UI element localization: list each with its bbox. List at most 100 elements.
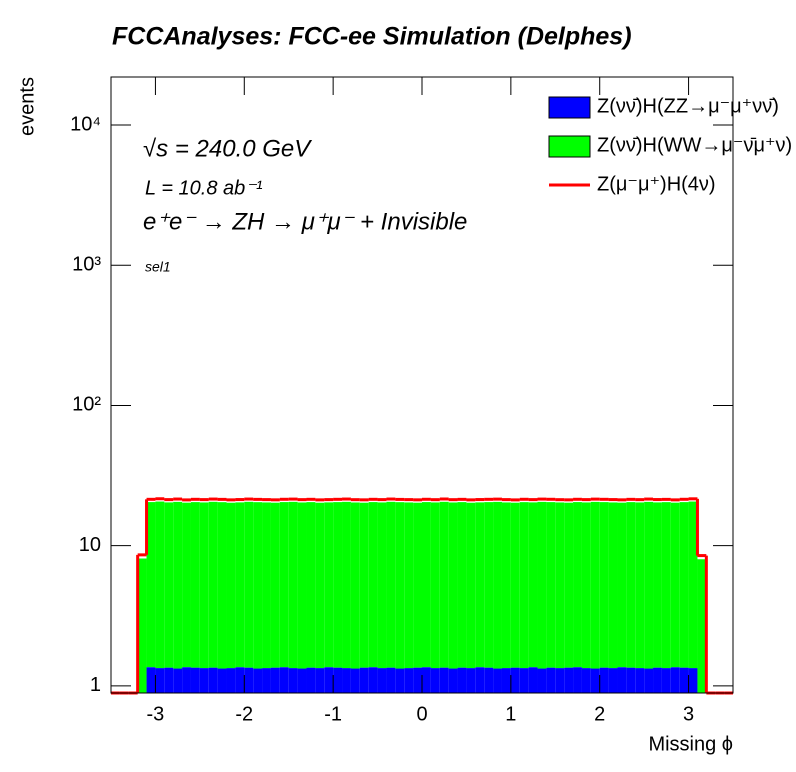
histogram-bar xyxy=(244,501,254,668)
histogram-bar xyxy=(182,667,191,693)
histogram-bar xyxy=(581,502,591,669)
histogram-bar xyxy=(270,502,280,668)
histogram-bar xyxy=(377,668,387,693)
histogram-bar xyxy=(555,502,565,669)
histogram-bar xyxy=(235,667,245,693)
histogram-bar xyxy=(635,502,645,669)
histogram-bar xyxy=(599,667,609,693)
histogram-bar xyxy=(510,502,520,668)
x-axis-label: Missing ϕ xyxy=(648,733,733,755)
histogram-bar xyxy=(546,502,556,668)
histogram-bar xyxy=(537,501,547,669)
histogram-bar xyxy=(670,667,680,693)
histogram-bar xyxy=(306,667,316,693)
histogram-bar xyxy=(413,502,422,668)
histogram-bar xyxy=(359,502,369,668)
histogram-bar xyxy=(208,501,218,668)
histogram-bar xyxy=(555,668,565,693)
histogram-bar xyxy=(608,668,618,693)
histogram-bar xyxy=(342,668,351,693)
histogram-bar xyxy=(573,502,582,668)
histogram-bar xyxy=(350,668,360,693)
y-tick-label: 1 xyxy=(90,674,101,696)
histogram-bar xyxy=(199,668,209,693)
histogram-bar xyxy=(590,668,600,693)
histogram-bar xyxy=(182,502,191,668)
x-tick-label: -1 xyxy=(324,703,342,725)
histogram-bar xyxy=(190,502,200,668)
histogram-bar xyxy=(333,667,343,693)
histogram-bar xyxy=(697,559,707,693)
histogram-bar xyxy=(448,668,458,693)
legend-swatch xyxy=(548,96,591,119)
histogram-bar xyxy=(226,668,236,693)
histogram-bar xyxy=(173,668,183,693)
histogram-bar xyxy=(190,667,200,693)
histogram-bar xyxy=(306,502,316,668)
histogram-bar xyxy=(377,502,387,669)
histogram-bar xyxy=(581,668,591,693)
annotation: sel1 xyxy=(145,259,171,275)
histogram-bar xyxy=(350,502,360,669)
x-tick-label: 0 xyxy=(416,703,427,725)
histogram-bar xyxy=(288,668,298,693)
annotation: L = 10.8 ab⁻¹ xyxy=(145,177,263,199)
histogram-bar xyxy=(430,502,440,669)
histogram-bar xyxy=(324,667,334,693)
histogram-bar xyxy=(466,502,476,669)
histogram-bar xyxy=(199,502,209,669)
x-tick-label: -2 xyxy=(235,703,253,725)
histogram-bar xyxy=(386,667,396,693)
histogram-bar xyxy=(368,502,378,668)
histogram-bar xyxy=(359,667,369,693)
x-tick-label: 3 xyxy=(683,703,694,725)
histogram-bar xyxy=(395,668,405,693)
histogram-bar xyxy=(537,668,547,693)
histogram-bar xyxy=(146,667,156,693)
histogram-bar xyxy=(217,668,227,693)
histogram-bar xyxy=(324,502,334,668)
histogram-bar xyxy=(484,667,494,693)
chart-title: FCCAnalyses: FCC-ee Simulation (Delphes) xyxy=(112,23,632,51)
x-tick-label: 1 xyxy=(505,703,516,725)
histogram-bar xyxy=(395,502,405,669)
legend-label: Z(νν̄)H(WW→μ⁻ν̄μ⁺ν) xyxy=(597,134,792,156)
histogram-bar xyxy=(288,501,298,669)
histogram-bar xyxy=(279,502,289,668)
histogram-bar xyxy=(457,667,467,693)
histogram-bar xyxy=(297,668,307,693)
histogram-bar xyxy=(501,668,511,693)
histogram-bar xyxy=(670,502,680,668)
histogram-bar xyxy=(626,502,636,668)
histogram-bar xyxy=(519,668,529,693)
histogram-bar xyxy=(430,668,440,693)
histogram-bar xyxy=(297,502,307,669)
plot-area xyxy=(111,497,733,695)
histogram-bar xyxy=(413,667,422,693)
histogram-bar xyxy=(315,668,325,693)
legend-label: Z(νν̄)H(ZZ→μ⁻μ⁺νν̄) xyxy=(597,95,779,117)
legend: Z(νν̄)H(ZZ→μ⁻μ⁺νν̄) Z(νν̄)H(WW→μ⁻ν̄μ⁺ν) Z(… xyxy=(548,95,792,195)
histogram-bar xyxy=(253,502,263,669)
histogram-bar xyxy=(688,668,698,693)
histogram-bar xyxy=(262,502,271,669)
histogram-bar xyxy=(439,667,449,693)
histogram-bar xyxy=(644,668,654,693)
histogram-bar xyxy=(528,667,538,693)
histogram-bar xyxy=(653,502,662,668)
histogram-bar xyxy=(386,501,396,668)
legend-swatch xyxy=(548,135,591,158)
histogram-bar xyxy=(244,667,254,693)
y-tick-label: 10 xyxy=(79,534,101,556)
histogram-bar xyxy=(279,667,289,693)
x-tick-label: 2 xyxy=(594,703,605,725)
histogram-bar xyxy=(439,501,449,668)
histogram-bar xyxy=(235,502,245,668)
histogram-bar xyxy=(661,502,671,669)
histogram-bar xyxy=(164,667,174,693)
y-tick-label: 10⁴ xyxy=(70,113,101,135)
histogram-bar xyxy=(635,668,645,693)
histogram-bar xyxy=(173,501,183,669)
